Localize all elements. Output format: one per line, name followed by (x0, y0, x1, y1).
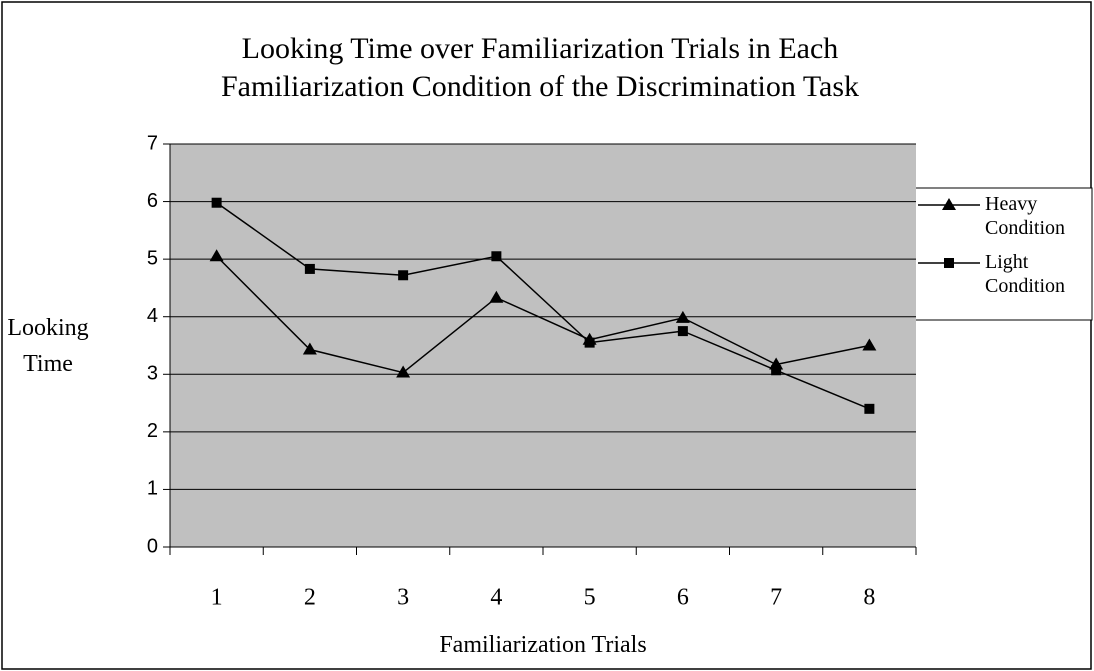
marker (677, 326, 688, 337)
marker (675, 310, 690, 323)
marker (304, 263, 315, 274)
y-tick-label: 1 (147, 478, 158, 500)
marker (942, 198, 956, 210)
series-line (216, 202, 870, 410)
marker (491, 251, 502, 262)
x-tick-label: 5 (584, 585, 596, 611)
x-tick-label: 2 (304, 585, 316, 611)
x-tick-label: 7 (770, 585, 782, 611)
marker (396, 365, 411, 378)
marker (771, 365, 782, 376)
marker (489, 290, 504, 303)
y-axis-label: Looking Time (7, 315, 89, 377)
plot-area (170, 144, 916, 547)
marker (944, 258, 954, 268)
marker (211, 197, 222, 208)
marker (864, 403, 875, 414)
marker (862, 338, 877, 351)
series-line (216, 255, 870, 374)
marker (302, 342, 317, 355)
legend-label: Heavy Condition (985, 193, 1066, 239)
y-tick-label: 5 (147, 247, 158, 269)
x-axis-label: Familiarization Trials (439, 632, 647, 658)
y-tick-label: 3 (147, 363, 158, 385)
chart-title: Looking Time over Familiarization Trials… (220, 32, 860, 103)
marker (584, 337, 595, 348)
y-tick-label: 2 (147, 420, 158, 442)
y-tick-label: 6 (147, 190, 158, 212)
x-tick-label: 1 (211, 585, 223, 611)
y-tick-label: 4 (147, 305, 158, 327)
x-tick-label: 6 (677, 585, 689, 611)
y-tick-label: 0 (147, 535, 158, 557)
x-tick-label: 4 (490, 585, 502, 611)
y-tick-label: 7 (147, 132, 158, 154)
marker (209, 249, 224, 262)
marker (398, 270, 409, 281)
x-tick-label: 8 (863, 585, 875, 611)
legend-label: Light Condition (985, 251, 1066, 297)
x-tick-label: 3 (397, 585, 409, 611)
